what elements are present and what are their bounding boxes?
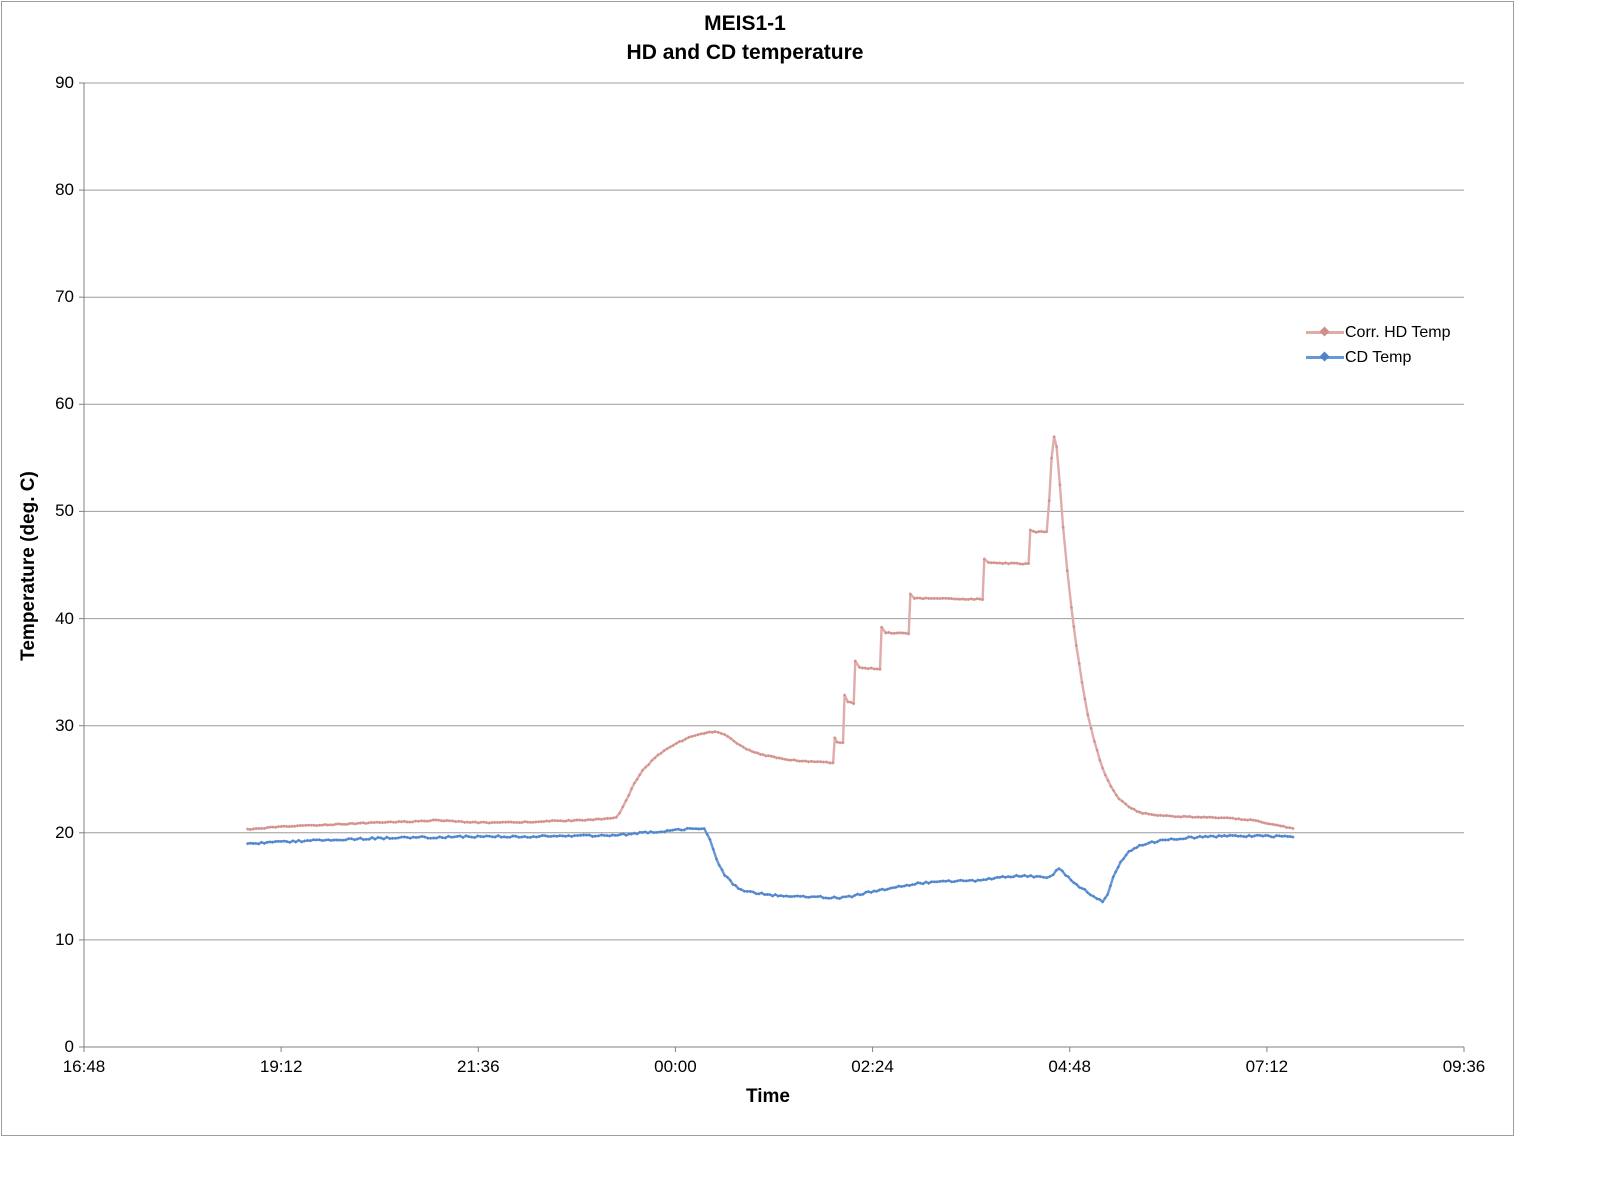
y-tick-label: 90 xyxy=(55,73,74,92)
y-tick-label: 50 xyxy=(55,501,74,521)
x-tick-label: 09:36 xyxy=(1442,1057,1486,1076)
y-tick-label: 20 xyxy=(55,822,74,842)
x-tick-label: 07:12 xyxy=(1245,1057,1289,1076)
chart-title-block: MEIS1-1 HD and CD temperature xyxy=(345,9,1145,67)
x-axis-title: Time xyxy=(745,1086,790,1107)
x-tick-label: 04:48 xyxy=(1048,1057,1091,1076)
chart-subtitle: HD and CD temperature xyxy=(626,41,864,64)
legend-entry-hd: Corr. HD Temp xyxy=(1306,320,1451,345)
x-tick-label: 16:48 xyxy=(62,1057,106,1076)
y-tick-label: 10 xyxy=(55,929,74,949)
x-tick-label: 21:36 xyxy=(457,1057,500,1076)
legend-label-hd: Corr. HD Temp xyxy=(1345,323,1451,341)
y-tick-label: 60 xyxy=(55,394,74,414)
y-tick-label: 80 xyxy=(55,180,74,200)
legend-entry-cd: CD Temp xyxy=(1306,345,1451,370)
cd-series-swatch-icon xyxy=(1306,351,1344,362)
chart-title: MEIS1-1 xyxy=(704,12,786,35)
y-tick-label: 30 xyxy=(55,715,74,735)
series-markers-hd xyxy=(245,435,1295,832)
y-tick-label: 40 xyxy=(55,608,74,628)
y-tick-label: 70 xyxy=(55,287,74,307)
legend-label-cd: CD Temp xyxy=(1345,348,1412,366)
y-tick-label: 0 xyxy=(64,1037,74,1056)
hd-series-swatch-icon xyxy=(1306,326,1344,337)
plot-area xyxy=(79,82,1465,1052)
x-tick-label: 00:00 xyxy=(654,1057,697,1076)
series-line-cd xyxy=(247,827,1294,904)
x-tick-label: 02:24 xyxy=(851,1057,894,1076)
x-tick-label: 19:12 xyxy=(259,1057,303,1076)
y-axis-title: Temperature (deg. C) xyxy=(18,471,39,661)
legend: Corr. HD Temp CD Temp xyxy=(1306,320,1451,370)
series-line-hd xyxy=(247,435,1294,831)
